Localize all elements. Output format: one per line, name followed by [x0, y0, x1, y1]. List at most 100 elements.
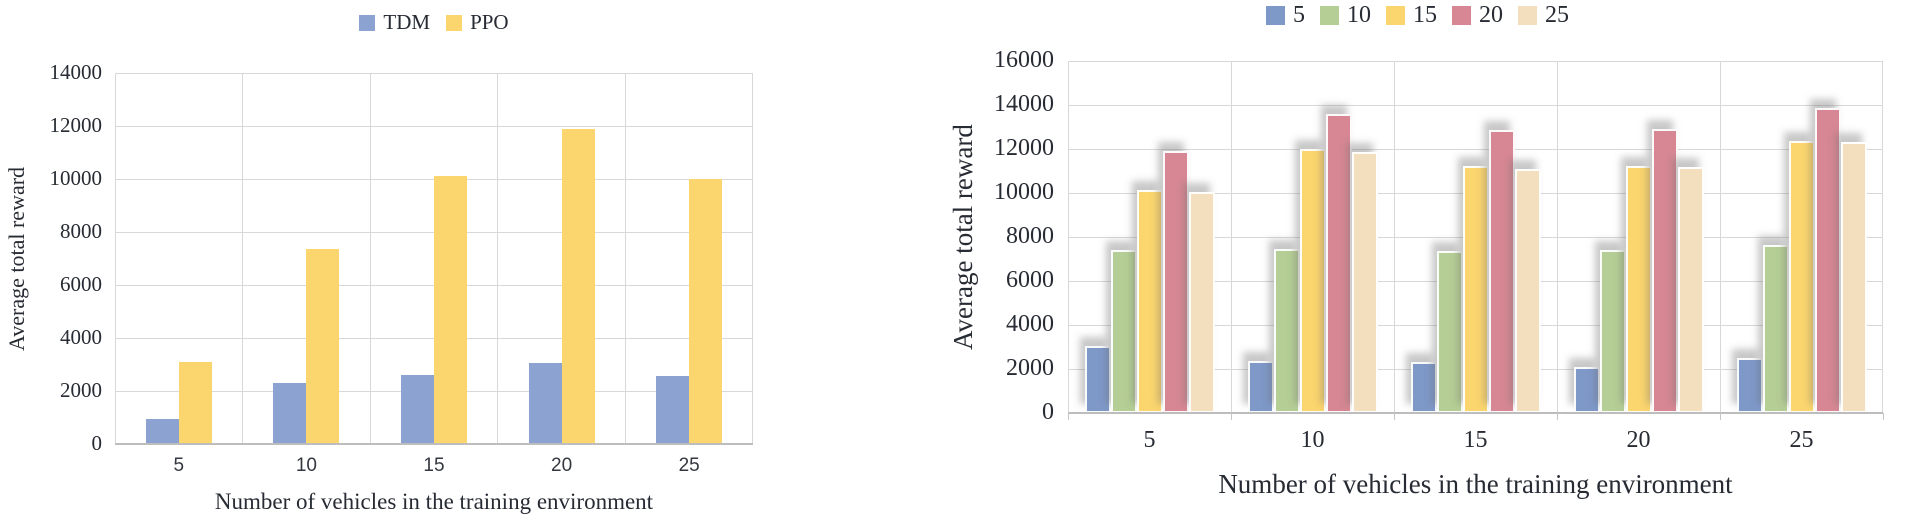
x-axis-line: [1068, 412, 1883, 414]
y-tick-label: 0: [1042, 399, 1054, 425]
bar-10-5: [1110, 250, 1137, 413]
bar-TDM-5: [145, 418, 179, 444]
bar-10-10: [1273, 249, 1300, 413]
legend-swatch-icon: [1452, 6, 1471, 25]
y-tick-label: 12000: [49, 113, 103, 137]
y-tick-label: 2000: [1006, 355, 1054, 381]
y-tick-label: 16000: [994, 47, 1054, 73]
y-tick-label: 2000: [60, 378, 102, 402]
x-axis-tick: [1068, 413, 1069, 420]
y-tick-label: 10000: [994, 179, 1054, 205]
bar-PPO-5: [178, 361, 212, 444]
gridline-horizontal: [115, 125, 753, 127]
x-tick-label: 20: [1626, 427, 1651, 453]
bar-15-10: [1299, 149, 1326, 413]
right-x-axis-title: Number of vehicles in the training envir…: [1218, 469, 1733, 499]
bar-PPO-15: [434, 176, 467, 444]
x-axis-line: [115, 443, 753, 445]
x-tick-label: 20: [551, 455, 573, 476]
x-axis-tick: [1557, 413, 1558, 420]
x-tick-label: 25: [1789, 427, 1814, 453]
y-tick-label: 8000: [60, 219, 102, 243]
bar-15-20: [1625, 165, 1652, 413]
legend-item-PPO: PPO: [446, 10, 509, 35]
bar-20-15: [1488, 130, 1515, 413]
gridline-horizontal: [1068, 104, 1883, 106]
y-tick-label: 4000: [1006, 311, 1054, 337]
bar-PPO-25: [689, 179, 723, 444]
bar-10-15: [1436, 251, 1463, 413]
bar-5-5: [1084, 345, 1111, 413]
legend-label: 15: [1413, 2, 1437, 28]
bar-15-5: [1136, 189, 1163, 413]
y-tick-label: 6000: [60, 272, 102, 296]
bar-PPO-20: [561, 128, 595, 444]
bar-10-20: [1599, 250, 1626, 413]
gridline-vertical: [1719, 61, 1721, 413]
bar-20-20: [1651, 129, 1678, 413]
bar-5-25: [1736, 358, 1763, 413]
bar-20-25: [1814, 108, 1841, 413]
y-tick-label: 4000: [60, 325, 102, 349]
legend-label: 5: [1293, 2, 1305, 28]
gridline-horizontal: [1068, 148, 1883, 150]
legend-swatch-icon: [1386, 6, 1405, 25]
bar-10-25: [1762, 244, 1789, 413]
x-tick-label: 10: [1300, 427, 1325, 453]
x-tick-label: 15: [423, 455, 445, 476]
legend-item-10: 10: [1320, 2, 1371, 29]
bar-5-15: [1410, 362, 1437, 413]
gridline-vertical: [1393, 61, 1395, 413]
x-tick-label: 5: [173, 455, 185, 476]
legend-swatch-icon: [359, 14, 376, 31]
y-tick-label: 10000: [49, 166, 103, 190]
y-tick-label: 8000: [1006, 223, 1054, 249]
bar-TDM-15: [401, 375, 434, 444]
x-axis-tick: [1231, 413, 1232, 420]
legend-item-25: 25: [1518, 2, 1569, 29]
gridline-vertical: [497, 73, 499, 444]
bar-PPO-10: [306, 249, 340, 444]
legend-item-20: 20: [1452, 2, 1503, 29]
x-tick-label: 15: [1463, 427, 1488, 453]
y-tick-label: 0: [91, 431, 103, 455]
y-tick-label: 14000: [994, 91, 1054, 117]
left-chart-legend: TDM PPO: [115, 10, 753, 35]
left-x-axis-title: Number of vehicles in the training envir…: [214, 489, 654, 514]
gridline-vertical: [624, 73, 626, 444]
bar-25-20: [1677, 166, 1704, 413]
bar-25-25: [1840, 142, 1867, 413]
legend-label: 25: [1545, 2, 1569, 28]
bar-20-5: [1162, 151, 1189, 413]
legend-swatch-icon: [1320, 6, 1339, 25]
y-tick-label: 6000: [1006, 267, 1054, 293]
legend-item-TDM: TDM: [359, 10, 430, 35]
x-tick-label: 25: [678, 455, 700, 476]
x-axis-tick: [1720, 413, 1721, 420]
y-tick-label: 12000: [994, 135, 1054, 161]
x-axis-tick: [1394, 413, 1395, 420]
x-tick-label: 5: [1143, 427, 1156, 453]
legend-label: 10: [1347, 2, 1371, 28]
y-tick-label: 14000: [49, 60, 103, 84]
legend-swatch-icon: [1518, 6, 1537, 25]
legend-label: PPO: [470, 10, 509, 34]
gridline-vertical: [1556, 61, 1558, 413]
bar-TDM-10: [273, 383, 307, 444]
gridline-vertical: [242, 73, 244, 444]
bar-5-20: [1573, 366, 1600, 413]
bar-20-10: [1325, 113, 1352, 413]
bar-15-15: [1462, 165, 1489, 413]
x-tick-label: 10: [295, 455, 317, 476]
bar-15-25: [1788, 141, 1815, 413]
x-axis-tick: [1883, 413, 1884, 420]
gridline-vertical: [369, 73, 371, 444]
bar-TDM-20: [528, 363, 562, 444]
bar-25-15: [1514, 168, 1541, 413]
legend-swatch-icon: [446, 14, 463, 31]
legend-item-15: 15: [1386, 2, 1437, 29]
legend-swatch-icon: [1266, 6, 1285, 25]
legend-label: 20: [1479, 2, 1503, 28]
